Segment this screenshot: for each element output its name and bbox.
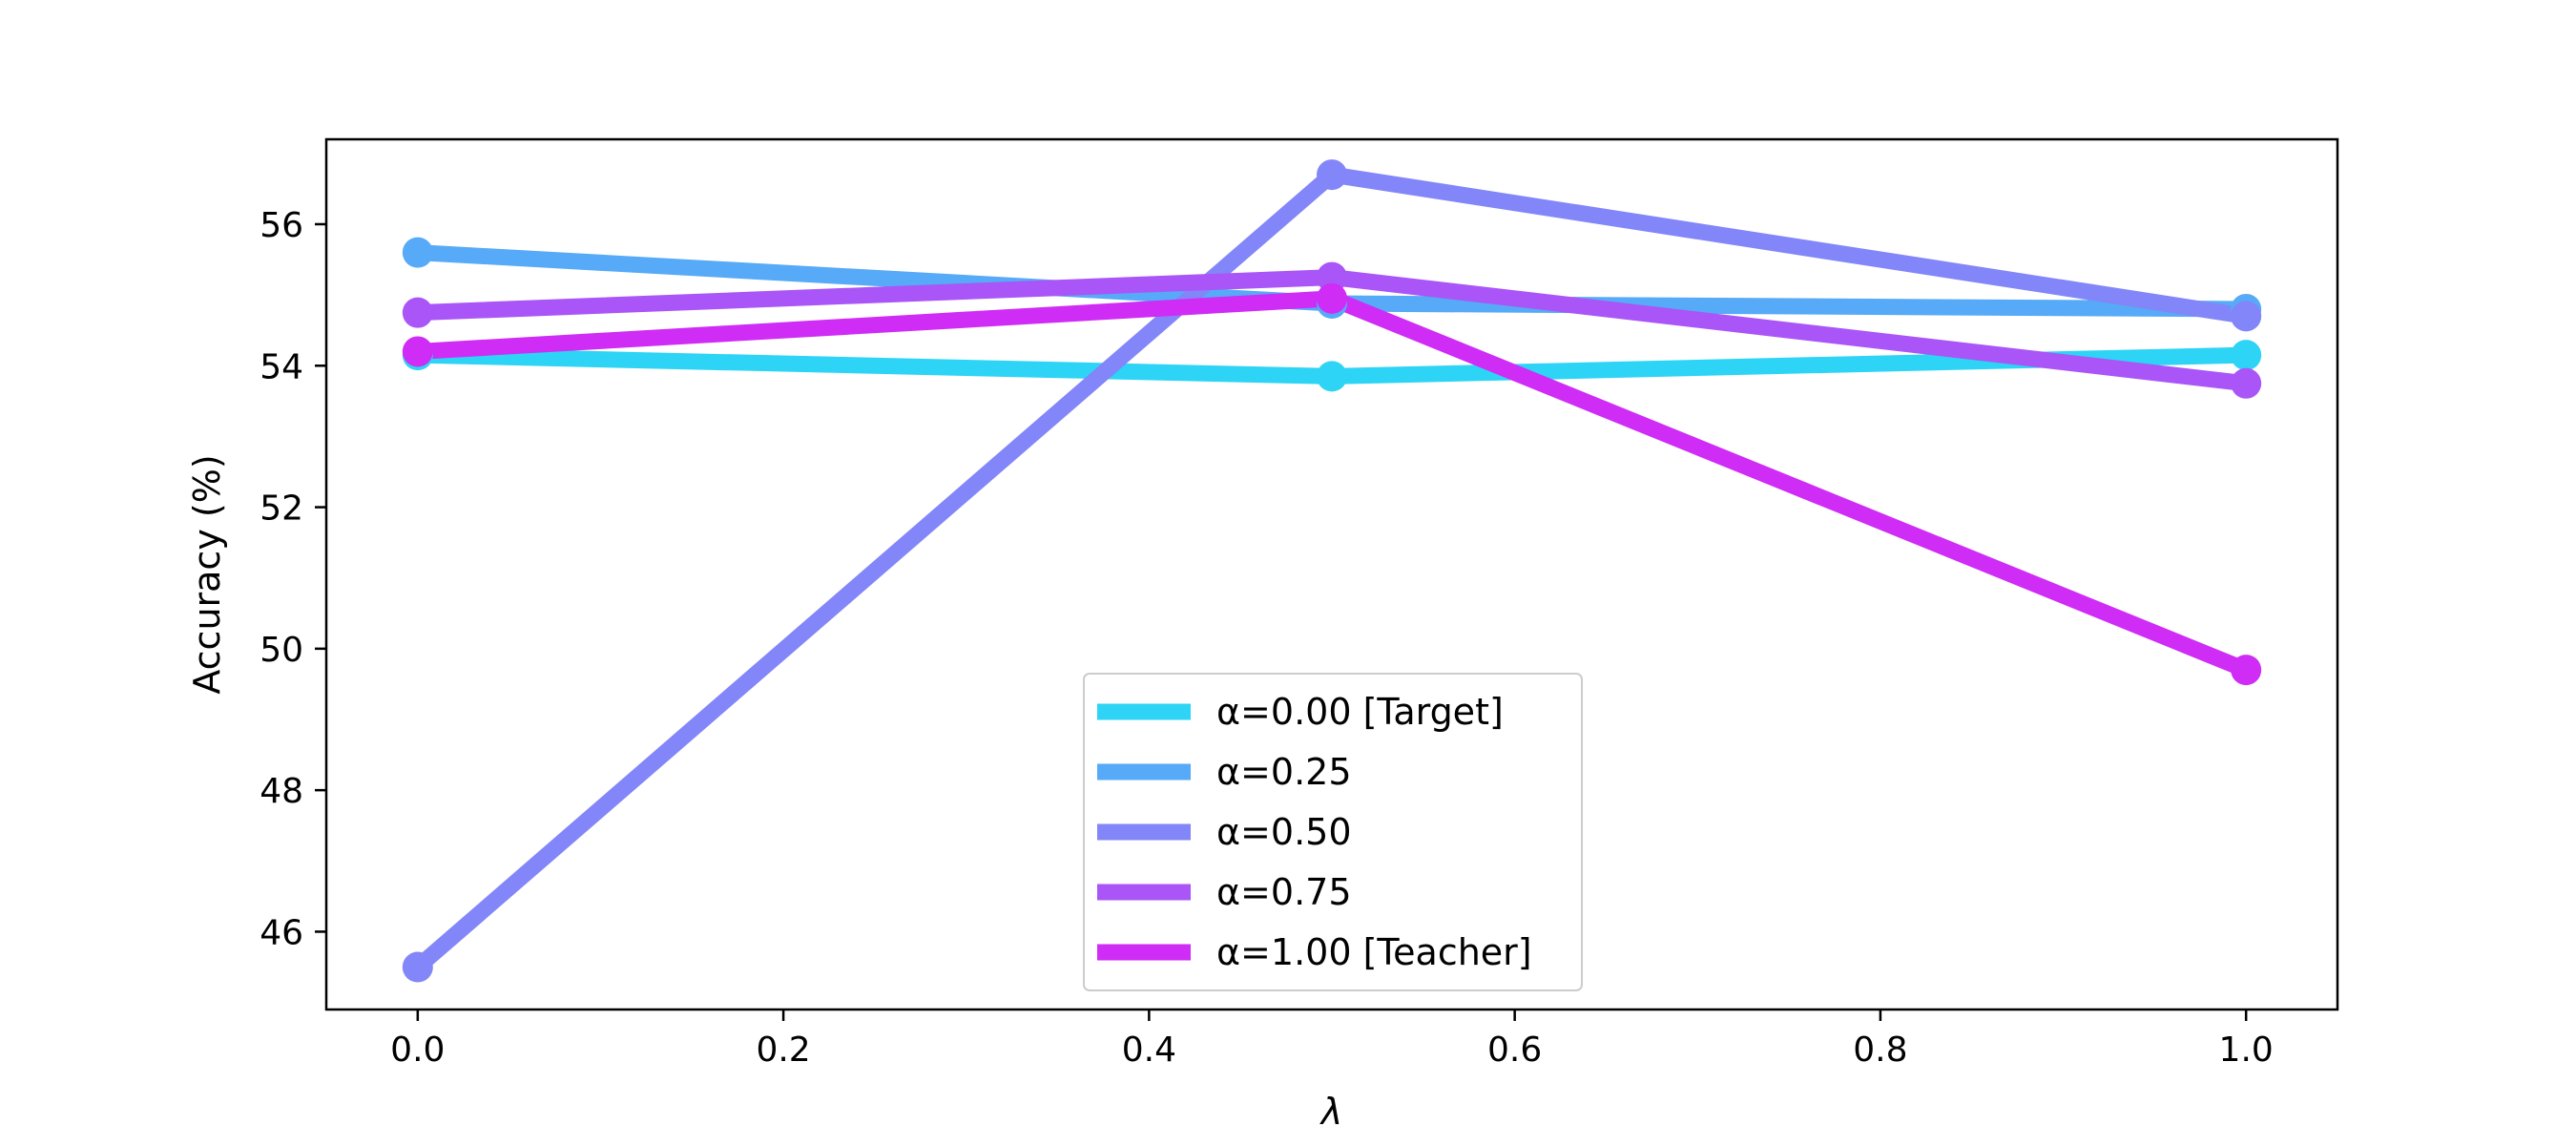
legend-label: α=1.00 [Teacher] — [1216, 931, 1532, 973]
data-point — [2231, 655, 2262, 686]
data-point — [402, 336, 433, 367]
legend-label: α=0.25 — [1216, 751, 1352, 793]
legend: α=0.00 [Target] α=0.25 α=0.50 α=0.75 α=1.00 … — [1083, 673, 1583, 991]
x-tick-label: 1.0 — [2219, 1030, 2274, 1070]
data-point — [1317, 159, 1347, 191]
x-tick-label: 0.6 — [1487, 1030, 1542, 1070]
y-tick-label: 48 — [260, 772, 303, 811]
data-point — [402, 237, 433, 268]
x-tick-label: 0.2 — [756, 1030, 810, 1070]
x-axis-ticks: 0.0 0.2 0.4 0.6 0.8 1.0 — [390, 1010, 2274, 1070]
legend-label: α=0.75 — [1216, 871, 1352, 913]
data-point — [1317, 282, 1347, 314]
legend-label: α=0.00 [Target] — [1216, 691, 1504, 733]
y-tick-label: 50 — [260, 631, 303, 670]
y-tick-label: 46 — [260, 913, 303, 952]
data-point — [402, 297, 433, 328]
data-point — [2231, 367, 2262, 399]
legend-label: α=0.50 — [1216, 811, 1352, 853]
x-axis-label: λ — [1319, 1091, 1343, 1133]
data-point — [402, 951, 433, 983]
data-point — [1317, 361, 1347, 392]
data-point — [2231, 340, 2262, 371]
legend-box — [1083, 673, 1583, 991]
series-markers — [402, 159, 2262, 983]
plot-frame — [324, 137, 2339, 1011]
data-point — [2231, 301, 2262, 332]
y-tick-label: 54 — [260, 347, 303, 386]
y-axis-ticks: 46 48 50 52 54 56 — [260, 206, 326, 952]
x-tick-label: 0.0 — [390, 1030, 445, 1070]
data-point — [1317, 261, 1347, 293]
y-axis-label: Accuracy (%) — [186, 454, 228, 694]
y-tick-label: 56 — [260, 206, 303, 245]
x-tick-label: 0.4 — [1122, 1030, 1176, 1070]
x-tick-label: 0.8 — [1853, 1030, 1907, 1070]
y-tick-label: 52 — [260, 489, 303, 529]
